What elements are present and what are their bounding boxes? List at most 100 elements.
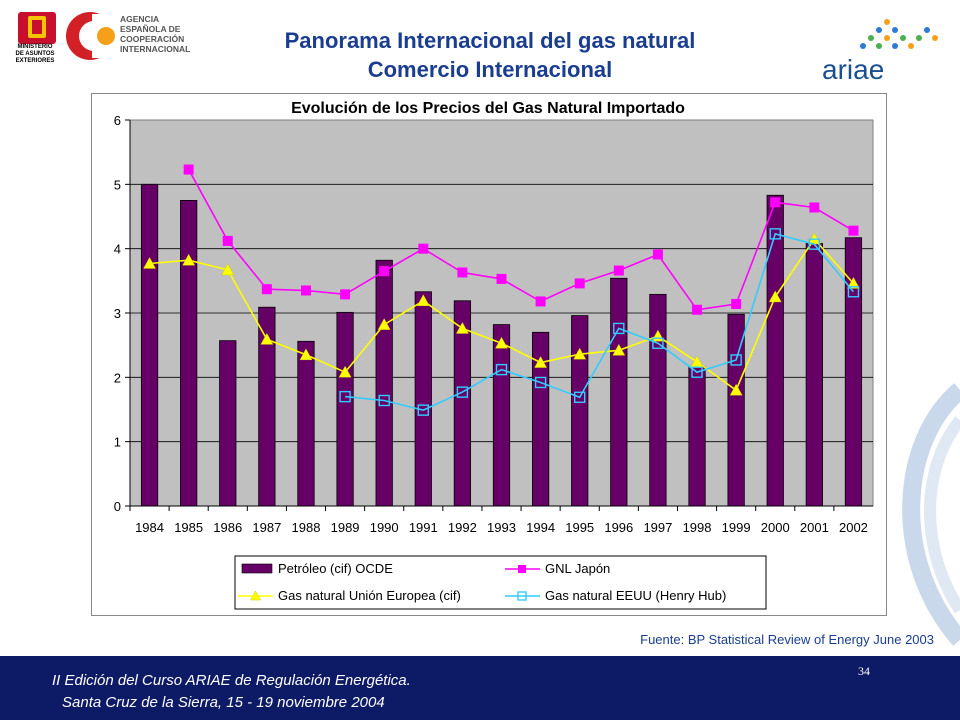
legend-label-ue: Gas natural Unión Europea (cif)	[278, 588, 461, 603]
point-ue	[729, 383, 743, 396]
point-eeuu	[574, 391, 586, 403]
ministry-line: EXTERIORES	[15, 58, 55, 64]
bars-group	[140, 183, 863, 507]
x-tick-label: 1987	[252, 520, 281, 535]
bar	[219, 340, 237, 507]
point-ue	[260, 332, 274, 345]
point-ue	[377, 318, 391, 330]
agency-line: COOPERACIÓN	[120, 34, 185, 44]
x-tick-label: 1989	[331, 520, 360, 535]
x-tick-label: 1988	[292, 520, 321, 535]
bar	[805, 243, 823, 507]
chart-title: Evolución de los Precios del Gas Natural…	[291, 100, 685, 117]
point-gnl	[379, 266, 390, 277]
ariae-logo-text: ariae	[822, 54, 885, 85]
point-ue	[768, 290, 782, 303]
bar	[610, 277, 628, 507]
decorative-globe-icon	[902, 383, 960, 646]
legend-swatch-bar	[241, 563, 273, 574]
legend: Petróleo (cif) OCDE GNL Japón Gas natura…	[234, 555, 767, 610]
bar	[414, 291, 432, 507]
y-tick-label: 6	[114, 113, 121, 128]
point-ue	[534, 356, 548, 368]
y-tick-label: 3	[114, 306, 121, 321]
x-tick-label: 1998	[683, 520, 712, 535]
bar	[140, 183, 159, 507]
x-tick-label: 2001	[800, 520, 829, 535]
x-tick-label: 1986	[213, 520, 242, 535]
series-line	[187, 169, 854, 311]
x-axis: 1984 1985 1986 1987 1988 1989 1990 1991 1992 1993…	[129, 505, 873, 535]
x-tick-label: 1996	[604, 520, 633, 535]
y-axis: 0 1 2 3 4 5 6	[114, 113, 131, 514]
x-tick-label: 2000	[761, 520, 790, 535]
slide-title: Panorama Internacional del gas natural C…	[190, 26, 790, 84]
point-gnl	[770, 197, 781, 208]
point-eeuu	[339, 390, 351, 403]
point-ue	[847, 276, 860, 289]
point-ue	[612, 343, 626, 356]
point-ue	[416, 294, 430, 307]
legend-box	[234, 555, 767, 610]
point-gnl	[652, 249, 663, 260]
point-gnl	[809, 202, 820, 213]
footer-course-title: II Edición del Curso ARIAE de Regulación…	[52, 672, 411, 689]
x-tick-label: 1985	[174, 520, 203, 535]
point-gnl	[496, 273, 507, 284]
bar	[649, 293, 667, 507]
point-ue	[495, 336, 508, 349]
point-ue	[338, 365, 352, 378]
y-tick-label: 0	[114, 499, 121, 514]
ariae-dots-icon	[860, 19, 938, 49]
x-tick-label: 1995	[565, 520, 594, 535]
legend-marker-ue	[250, 590, 261, 601]
bar	[492, 324, 511, 507]
x-tick-label: 1991	[409, 520, 438, 535]
point-eeuu	[495, 363, 508, 376]
point-eeuu	[378, 394, 390, 407]
ministry-label: MINISTERIO DE ASUNTOS EXTERIORES	[12, 44, 58, 65]
ministry-line: MINISTERIO	[17, 44, 53, 50]
agency-line: AGENCIA	[120, 14, 160, 24]
ministry-line: DE ASUNTOS	[15, 51, 55, 57]
point-eeuu	[534, 376, 547, 389]
point-gnl	[848, 225, 859, 236]
point-eeuu	[613, 322, 625, 335]
footer-bar: II Edición del Curso ARIAE de Regulación…	[0, 656, 960, 720]
y-tick-label: 1	[114, 435, 121, 450]
lines-group	[143, 164, 860, 416]
point-ue	[455, 321, 469, 334]
x-tick-label: 1999	[722, 520, 751, 535]
bar	[688, 366, 706, 507]
x-tick-label: 1990	[370, 520, 399, 535]
point-gnl	[261, 284, 272, 295]
point-gnl	[300, 285, 311, 296]
point-gnl	[222, 235, 233, 246]
y-tick-label: 4	[114, 242, 121, 257]
legend-label-eeuu: Gas natural EEUU (Henry Hub)	[545, 588, 726, 603]
agency-line: INTERNACIONAL	[120, 44, 191, 54]
bar	[297, 340, 315, 507]
point-eeuu	[808, 238, 821, 250]
point-ue	[573, 347, 587, 360]
agency-logo	[18, 12, 118, 60]
x-tick-label: 1994	[526, 520, 555, 535]
x-tick-label: 1984	[135, 520, 164, 535]
bar	[766, 194, 784, 507]
point-gnl	[692, 304, 703, 315]
point-ue	[182, 253, 196, 266]
point-gnl	[457, 267, 468, 278]
point-eeuu	[847, 286, 860, 298]
bar	[180, 200, 198, 507]
series-line	[345, 232, 855, 411]
legend-label-bar: Petróleo (cif) OCDE	[278, 561, 393, 576]
x-tick-label: 1992	[448, 520, 477, 535]
point-eeuu	[456, 386, 469, 398]
point-gnl	[535, 296, 546, 307]
bar	[336, 311, 354, 507]
point-gnl	[340, 289, 351, 300]
point-gnl	[613, 265, 624, 276]
slide-title-line2: Comercio Internacional	[367, 57, 613, 82]
point-gnl	[731, 298, 742, 309]
point-ue	[221, 263, 235, 276]
